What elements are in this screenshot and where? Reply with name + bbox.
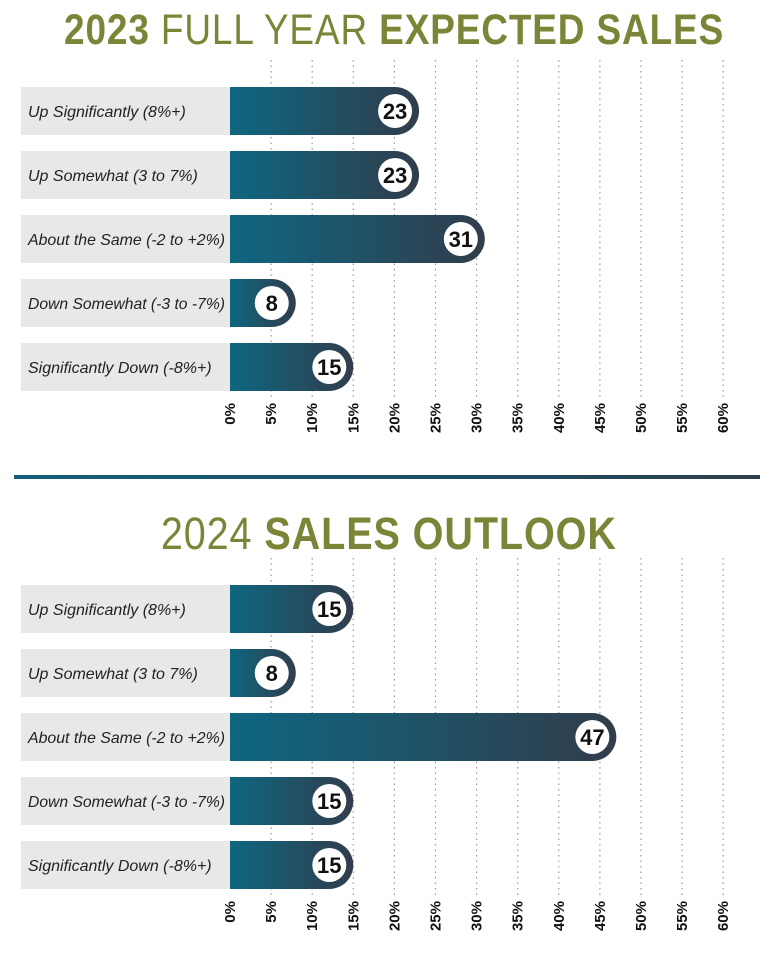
tick-label: 25% [428,403,445,433]
category-label-background [21,713,230,761]
title-2023-bold: EXPECTED SALES [379,6,725,54]
tick-label: 0% [222,403,239,425]
data-label: 47 [580,725,604,750]
category-label-background [21,841,230,889]
bar [230,151,420,199]
chart-2024-sales-outlook: Up Significantly (8%+) 15 Up Somewhat (3 t… [21,558,732,931]
category-label-background [21,279,230,327]
tick-label: 20% [386,901,403,931]
tick-label: 45% [592,901,609,931]
tick-label: 30% [469,403,486,433]
category-label-background [21,649,230,697]
tick-label: 50% [633,403,650,433]
data-label-circle [254,656,289,690]
category-label: Down Somewhat (-3 to -7%) [28,794,225,811]
bar [230,713,617,761]
category-label-background [21,343,230,391]
category-label: Up Significantly (8%+) [28,104,186,121]
category-label: Down Somewhat (-3 to -7%) [28,296,225,313]
tick-label: 35% [510,403,527,433]
data-label: 15 [317,789,341,814]
tick-label: 10% [304,901,321,931]
category-label: Up Significantly (8%+) [28,602,186,619]
tick-label: 55% [674,403,691,433]
data-label-circle [312,592,347,626]
title-2024-light: 2024 [160,508,253,559]
section-divider [14,475,760,479]
data-label: 31 [449,227,473,252]
bar [230,87,420,135]
bar [230,215,485,263]
data-label-circle [378,94,413,128]
tick-label: 20% [386,403,403,433]
category-label-background [21,215,230,263]
data-label-circle [312,350,347,384]
category-label: About the Same (-2 to +2%) [27,730,225,747]
tick-label: 50% [633,901,650,931]
tick-label: 40% [551,901,568,931]
data-label: 15 [317,597,341,622]
category-label: Up Somewhat (3 to 7%) [28,666,198,683]
title-2024-bold: SALES OUTLOOK [264,508,617,559]
data-label-circle [378,158,413,192]
category-label-background [21,585,230,633]
tick-label: 15% [345,403,362,433]
tick-label: 0% [222,901,239,923]
chart-2023-expected-sales: Up Significantly (8%+) 23 Up Somewhat (3 t… [21,60,732,433]
category-label-background [21,87,230,135]
category-label-background [21,151,230,199]
tick-label: 15% [345,901,362,931]
tick-label: 40% [551,403,568,433]
tick-label: 5% [263,901,280,923]
data-label-circle [575,720,610,754]
data-label-circle [254,286,289,320]
data-label: 23 [383,163,407,188]
title-2023-light: FULL YEAR [160,6,369,54]
data-label: 15 [317,355,341,380]
data-label: 8 [266,661,278,686]
category-label: Significantly Down (-8%+) [28,360,212,377]
chart-title-2023: 2023 FULL YEAR EXPECTED SALES [58,6,731,55]
tick-label: 60% [715,901,732,931]
chart-title-2024: 2024 SALES OUTLOOK [45,508,733,560]
data-label: 8 [266,291,278,316]
data-label-circle [443,222,478,256]
tick-label: 60% [715,403,732,433]
tick-label: 55% [674,901,691,931]
tick-label: 25% [428,901,445,931]
data-label-circle [312,784,347,818]
tick-label: 5% [263,403,280,425]
tick-label: 10% [304,403,321,433]
tick-label: 45% [592,403,609,433]
data-label: 23 [383,99,407,124]
tick-label: 35% [510,901,527,931]
category-label: Up Somewhat (3 to 7%) [28,168,198,185]
category-label-background [21,777,230,825]
data-label-circle [312,848,347,882]
tick-label: 30% [469,901,486,931]
category-label: Significantly Down (-8%+) [28,858,212,875]
title-2023-year: 2023 [64,6,150,54]
category-label: About the Same (-2 to +2%) [27,232,225,249]
data-label: 15 [317,853,341,878]
